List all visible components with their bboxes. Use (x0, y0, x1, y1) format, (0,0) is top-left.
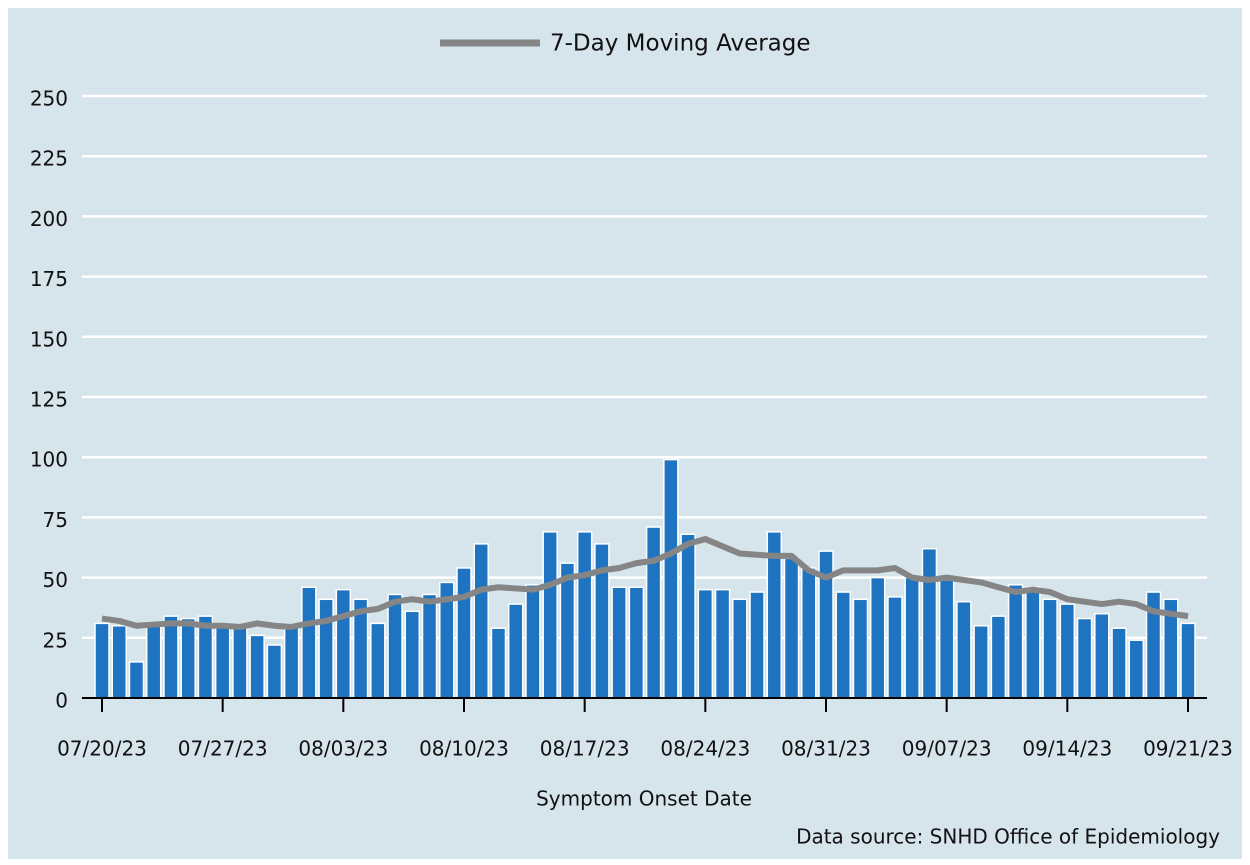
x-tick-label: 09/21/23 (1143, 737, 1233, 761)
bar (421, 593, 438, 699)
x-tick-label: 07/20/23 (57, 737, 147, 761)
bar (1094, 612, 1110, 699)
bar (370, 622, 386, 699)
bar (852, 598, 869, 699)
x-tick-label: 09/14/23 (1022, 737, 1112, 761)
bar (559, 562, 576, 699)
bar (645, 526, 662, 699)
moving-average-line (101, 536, 1189, 630)
x-tick-label: 09/07/23 (902, 737, 992, 761)
bar (1128, 639, 1145, 699)
y-tick-label: 200 (30, 207, 68, 231)
legend-label: 7-Day Moving Average (550, 31, 811, 57)
bar (732, 598, 748, 699)
bar (1025, 586, 1041, 699)
bar (663, 458, 679, 699)
bar (507, 603, 524, 699)
y-tick-label: 225 (30, 147, 68, 171)
y-tick-label: 250 (30, 87, 68, 111)
bar (697, 588, 714, 699)
bar (301, 586, 317, 699)
bar (542, 531, 558, 699)
bar (938, 579, 955, 699)
bar (283, 625, 300, 699)
bar (145, 625, 162, 699)
bar (94, 622, 110, 699)
bar (749, 591, 765, 699)
x-tick-label: 08/03/23 (298, 737, 388, 761)
y-tick-label: 0 (55, 689, 68, 713)
bar (1059, 603, 1076, 699)
bar (404, 610, 421, 699)
bar (990, 615, 1007, 699)
bar (611, 586, 627, 699)
chart-background (8, 8, 1242, 859)
source-note: Data source: SNHD Office of Epidemiology (796, 825, 1220, 849)
bar (869, 576, 886, 699)
bar (1180, 622, 1196, 699)
x-tick-label: 08/31/23 (781, 737, 871, 761)
bar (680, 533, 696, 699)
bar (1111, 627, 1127, 699)
bar (163, 615, 179, 699)
bar (1007, 584, 1024, 699)
bar (214, 625, 231, 699)
x-tick-label: 08/17/23 (540, 737, 630, 761)
bar (180, 617, 196, 699)
bar (956, 600, 972, 699)
bar (525, 584, 541, 699)
bar (111, 625, 127, 699)
bar (335, 588, 352, 699)
y-tick-label: 150 (30, 327, 68, 351)
x-tick-label: 07/27/23 (178, 737, 268, 761)
bar (973, 625, 989, 699)
bar (835, 591, 851, 699)
bar (473, 543, 489, 699)
x-axis-title: Symptom Onset Date (536, 787, 752, 811)
bar (783, 557, 800, 699)
bar (490, 627, 507, 699)
x-tick-label: 08/24/23 (660, 737, 750, 761)
y-tick-label: 175 (30, 267, 68, 291)
bar (266, 644, 283, 699)
bar (887, 596, 903, 699)
bar (921, 547, 938, 699)
x-tick-label: 08/10/23 (419, 737, 509, 761)
bar (801, 567, 817, 699)
bar (456, 567, 472, 699)
bar (387, 593, 403, 699)
bar (714, 588, 731, 699)
bar (232, 625, 248, 699)
bar (249, 634, 265, 699)
y-tick-label: 100 (30, 448, 68, 472)
bar (1042, 598, 1058, 699)
y-tick-label: 125 (30, 388, 68, 412)
bar (1076, 617, 1093, 699)
bar (128, 661, 145, 699)
bar (318, 598, 334, 699)
y-tick-label: 75 (43, 508, 68, 532)
bar (628, 586, 645, 699)
y-tick-label: 25 (43, 628, 68, 652)
bar (904, 576, 920, 699)
y-tick-label: 50 (43, 568, 68, 592)
bar (576, 531, 593, 699)
